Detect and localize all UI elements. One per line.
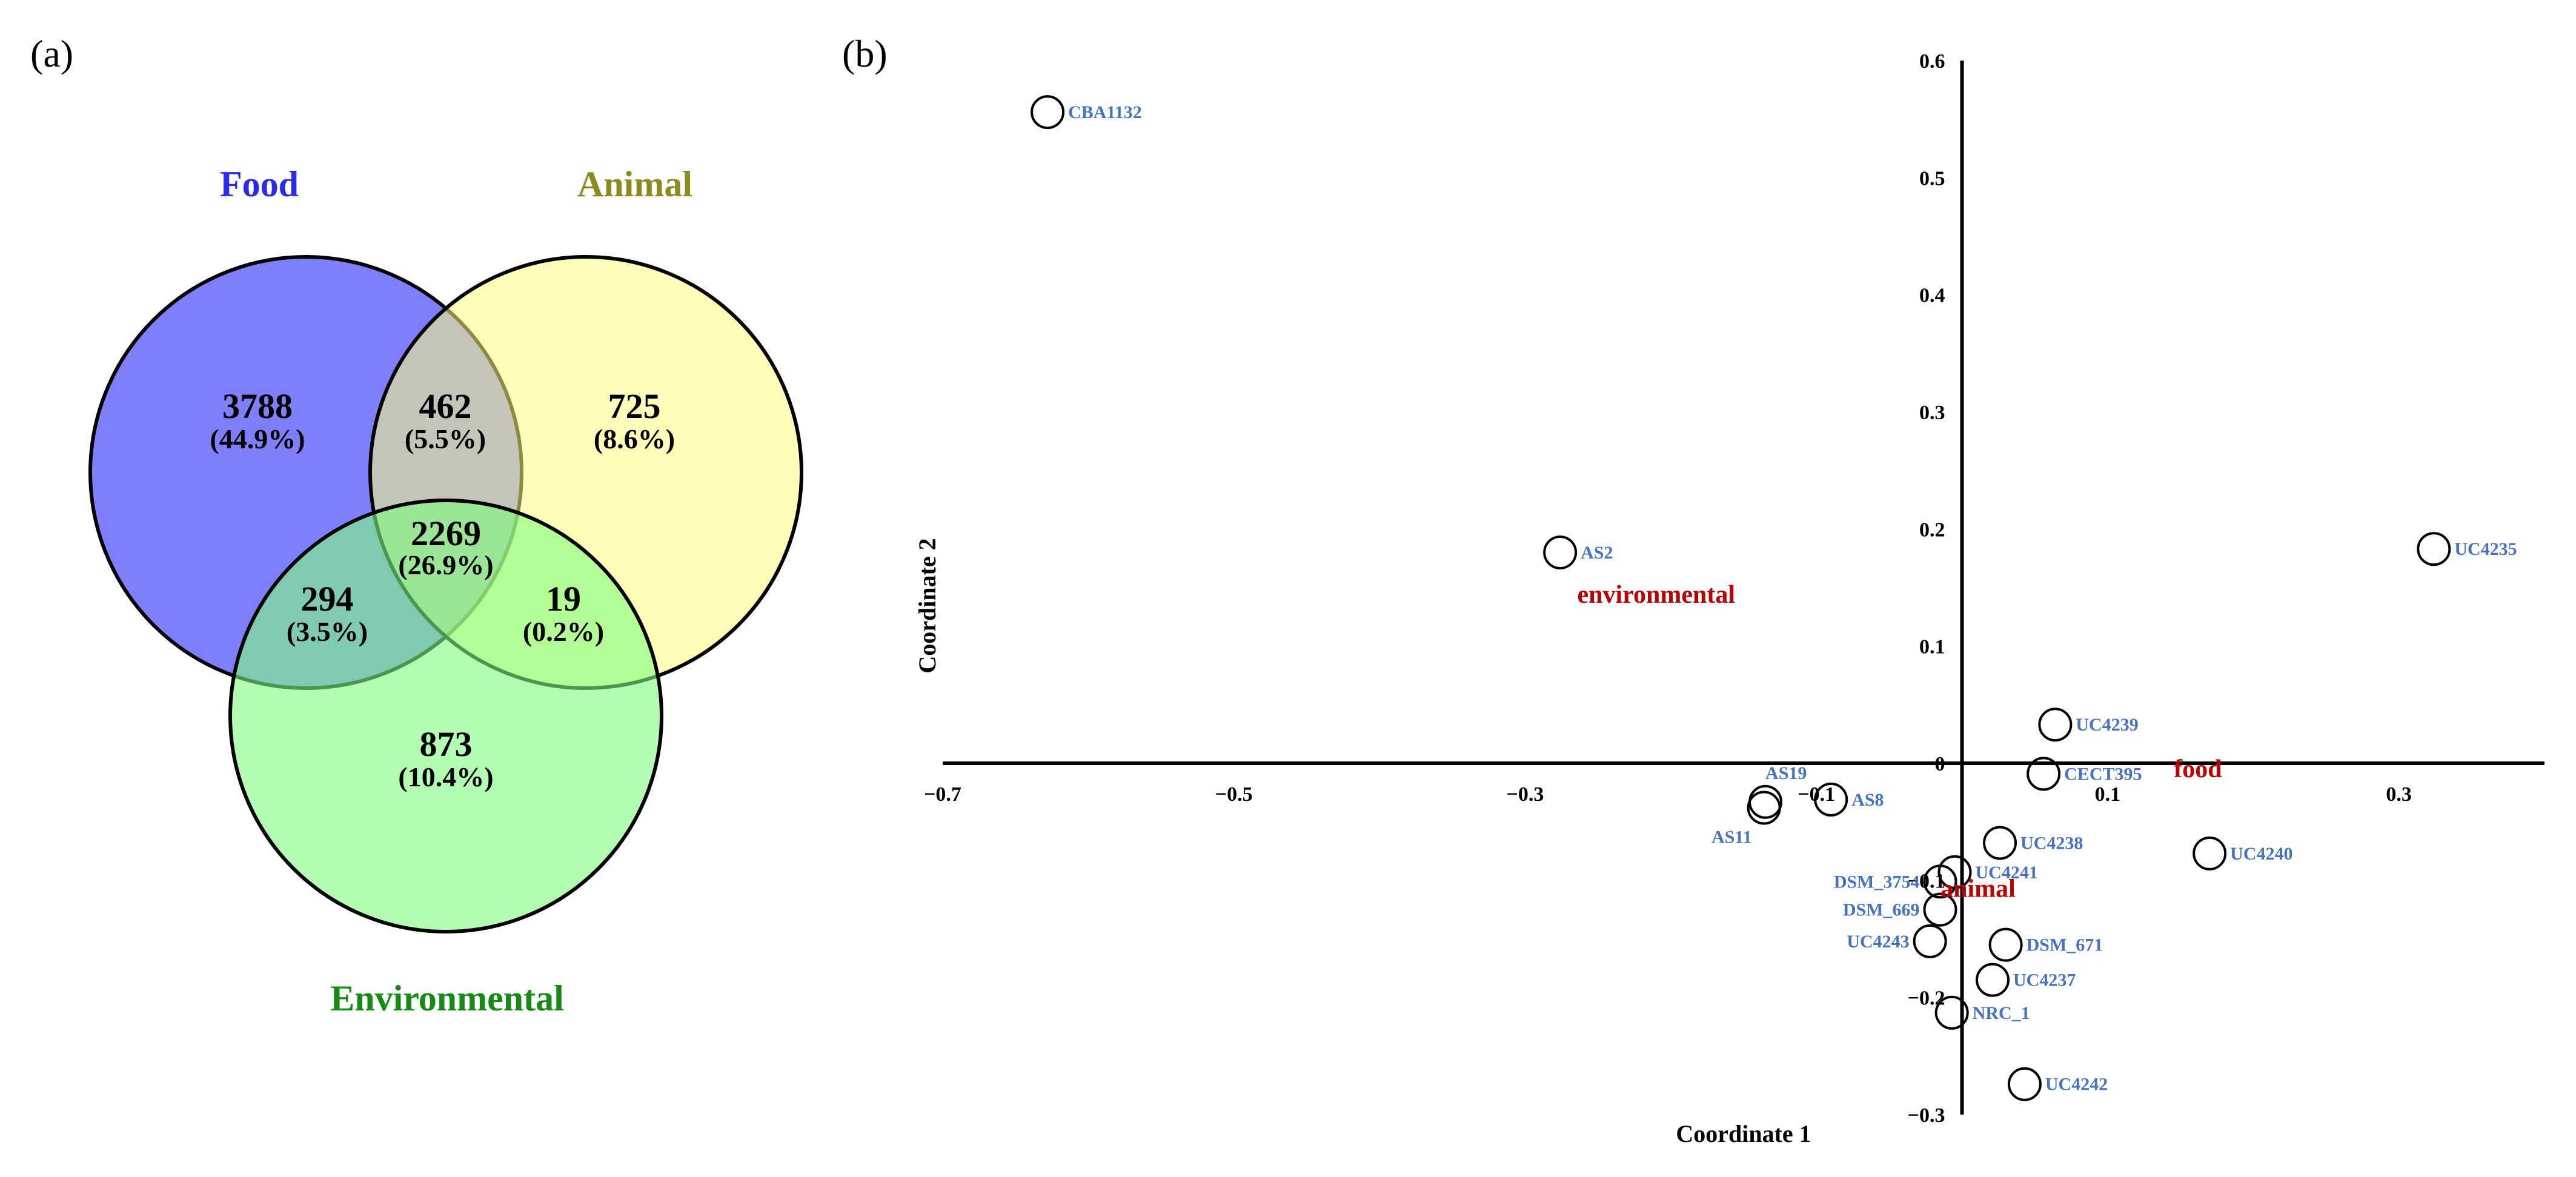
point-label: UC4241 — [1976, 863, 2038, 883]
y-tick-label: 0.2 — [1919, 519, 1945, 541]
scatter-point — [2007, 1067, 2042, 1101]
point-label: UC4242 — [2045, 1075, 2108, 1095]
point-label: AS19 — [1765, 763, 1807, 783]
point-label: UC4240 — [2230, 844, 2292, 864]
food-env-percent: (3.5%) — [287, 616, 368, 647]
scatter-point — [1988, 927, 2023, 962]
scatter-point — [1923, 892, 1957, 927]
scatter-points: CBA1132 AS2 UC4235 UC4239 CECT395 AS19 AS11 AS8… — [1031, 95, 2517, 1101]
scatter-point — [1543, 535, 1578, 569]
x-tick-label: −0.5 — [1215, 783, 1253, 806]
all-three-percent: (26.9%) — [398, 549, 493, 580]
food-only-count: 3788 — [222, 386, 293, 426]
x-tick-label: −0.3 — [1507, 783, 1544, 806]
point-label: UC4239 — [2076, 715, 2138, 735]
x-tick-label: −0.7 — [924, 783, 961, 806]
env-only-count: 873 — [420, 724, 473, 764]
all-three-count: 2269 — [411, 514, 481, 553]
point-label: UC4238 — [2020, 833, 2083, 853]
food-animal-percent: (5.5%) — [405, 423, 486, 454]
y-tick-label: −0.3 — [1908, 1104, 1945, 1127]
scatter-point — [1934, 995, 1969, 1030]
scatter-point — [1976, 963, 2010, 997]
group-label: animal — [1940, 875, 2016, 903]
food-env-count: 294 — [301, 579, 354, 618]
scatter-point — [1031, 95, 1065, 130]
env-only-percent: (10.4%) — [398, 761, 493, 792]
venn-panel: (a) Food Animal Environmental 3788 (44.9… — [30, 32, 803, 1018]
y-tick-label: 0.1 — [1919, 636, 1945, 658]
panel-b-label: (b) — [842, 32, 888, 75]
scatter-point — [2193, 836, 2227, 870]
food-only-percent: (44.9%) — [210, 423, 305, 454]
food-set-title: Food — [220, 164, 299, 204]
scatter-point — [1747, 791, 1781, 825]
animal-set-title: Animal — [577, 164, 692, 204]
scatter-point — [2417, 532, 2451, 566]
x-tick-label: 0.3 — [2386, 783, 2412, 806]
pcoa-panel: (b) −0.7 −0.5 −0.3 −0.1 0.1 0.3 0.60.50.40.30… — [842, 32, 2544, 1147]
group-label: food — [2174, 755, 2222, 783]
animal-env-percent: (0.2%) — [523, 616, 604, 647]
animal-only-count: 725 — [608, 386, 661, 426]
group-labels: environmental food animal — [1578, 581, 2222, 903]
point-label: CBA1132 — [1068, 102, 1142, 122]
environmental-set-circle — [228, 499, 663, 933]
point-label: DSM_669 — [1843, 900, 1920, 920]
point-label: DSM_3754 — [1834, 872, 1920, 892]
food-animal-count: 462 — [419, 386, 472, 426]
point-label: AS11 — [1711, 827, 1752, 847]
group-label: environmental — [1578, 581, 1736, 609]
x-tick-labels: −0.7 −0.5 −0.3 −0.1 0.1 0.3 — [924, 783, 2412, 806]
y-tick-labels: 0.60.50.40.30.20.10−0.1−0.2−0.3 — [1908, 50, 1945, 1127]
point-label: UC4237 — [2013, 970, 2076, 990]
scatter-point — [1913, 924, 1947, 958]
y-tick-label: 0 — [1935, 753, 1945, 775]
scatter-point — [2027, 757, 2061, 791]
x-axis-title: Coordinate 1 — [1676, 1120, 1811, 1147]
scatter-point — [1923, 864, 1957, 899]
y-tick-label: 0.4 — [1919, 285, 1945, 307]
animal-env-count: 19 — [546, 579, 581, 618]
y-tick-label: 0.5 — [1919, 167, 1945, 190]
y-tick-label: 0.6 — [1919, 50, 1945, 73]
point-label: UC4235 — [2454, 539, 2517, 559]
point-label: DSM_671 — [2027, 935, 2103, 955]
environmental-set-title: Environmental — [330, 978, 564, 1018]
panel-a-label: (a) — [30, 32, 73, 75]
y-tick-label: 0.3 — [1919, 402, 1945, 424]
scatter-point — [2038, 708, 2073, 742]
animal-only-percent: (8.6%) — [594, 423, 675, 454]
point-label: UC4243 — [1847, 932, 1909, 952]
y-axis-title: Coordinate 2 — [914, 538, 941, 673]
point-label: AS8 — [1851, 790, 1884, 810]
point-label: NRC_1 — [1973, 1003, 2030, 1023]
point-label: CECT395 — [2064, 764, 2142, 784]
point-label: AS2 — [1581, 543, 1613, 563]
x-tick-label: 0.1 — [2095, 783, 2121, 806]
scatter-point — [1814, 782, 1848, 817]
y-tick-label: −0.2 — [1908, 987, 1945, 1010]
scatter-point — [1983, 826, 2017, 860]
